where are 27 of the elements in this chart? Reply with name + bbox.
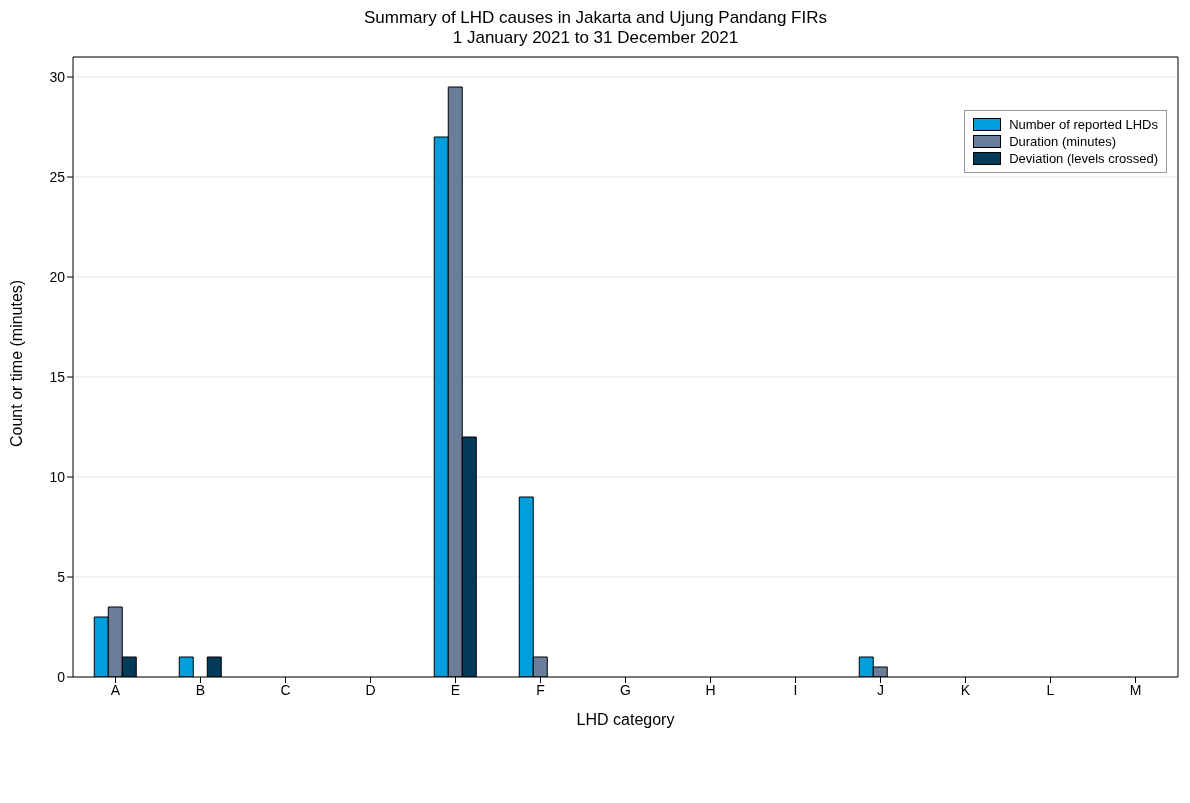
- legend-label: Duration (minutes): [1009, 134, 1117, 149]
- x-tick-label: K: [960, 681, 971, 698]
- chart-subtitle: 1 January 2021 to 31 December 2021: [451, 28, 740, 48]
- x-tick-label: M: [1129, 681, 1142, 698]
- x-tick-label: D: [365, 681, 376, 698]
- x-tick-label: H: [705, 681, 716, 698]
- x-tick-label: L: [1046, 681, 1055, 698]
- y-tick-label: 5: [57, 568, 66, 585]
- legend-label: Deviation (levels crossed): [1009, 151, 1158, 166]
- x-axis-title: LHD category: [576, 711, 675, 728]
- x-tick-label: J: [877, 681, 884, 698]
- y-tick-label: 10: [49, 468, 66, 485]
- x-tick-label: I: [793, 681, 798, 698]
- x-tick-label: G: [620, 681, 631, 698]
- x-tick-label: A: [110, 681, 121, 698]
- y-tick-label: 30: [49, 68, 66, 85]
- chart-title: Summary of LHD causes in Jakarta and Ujung Pandang FIRs: [363, 8, 828, 28]
- x-tick-label: F: [536, 681, 545, 698]
- y-tick-label: 20: [49, 268, 66, 285]
- x-tick-label: E: [450, 681, 461, 698]
- legend-label: Number of reported LHDs: [1009, 117, 1158, 132]
- y-tick-label: 0: [57, 668, 66, 685]
- y-axis-title: Count or time (minutes): [7, 279, 25, 447]
- x-tick-label: C: [280, 681, 291, 698]
- y-tick-label: 25: [49, 168, 66, 185]
- x-tick-label: B: [195, 681, 206, 698]
- y-tick-label: 15: [49, 368, 66, 385]
